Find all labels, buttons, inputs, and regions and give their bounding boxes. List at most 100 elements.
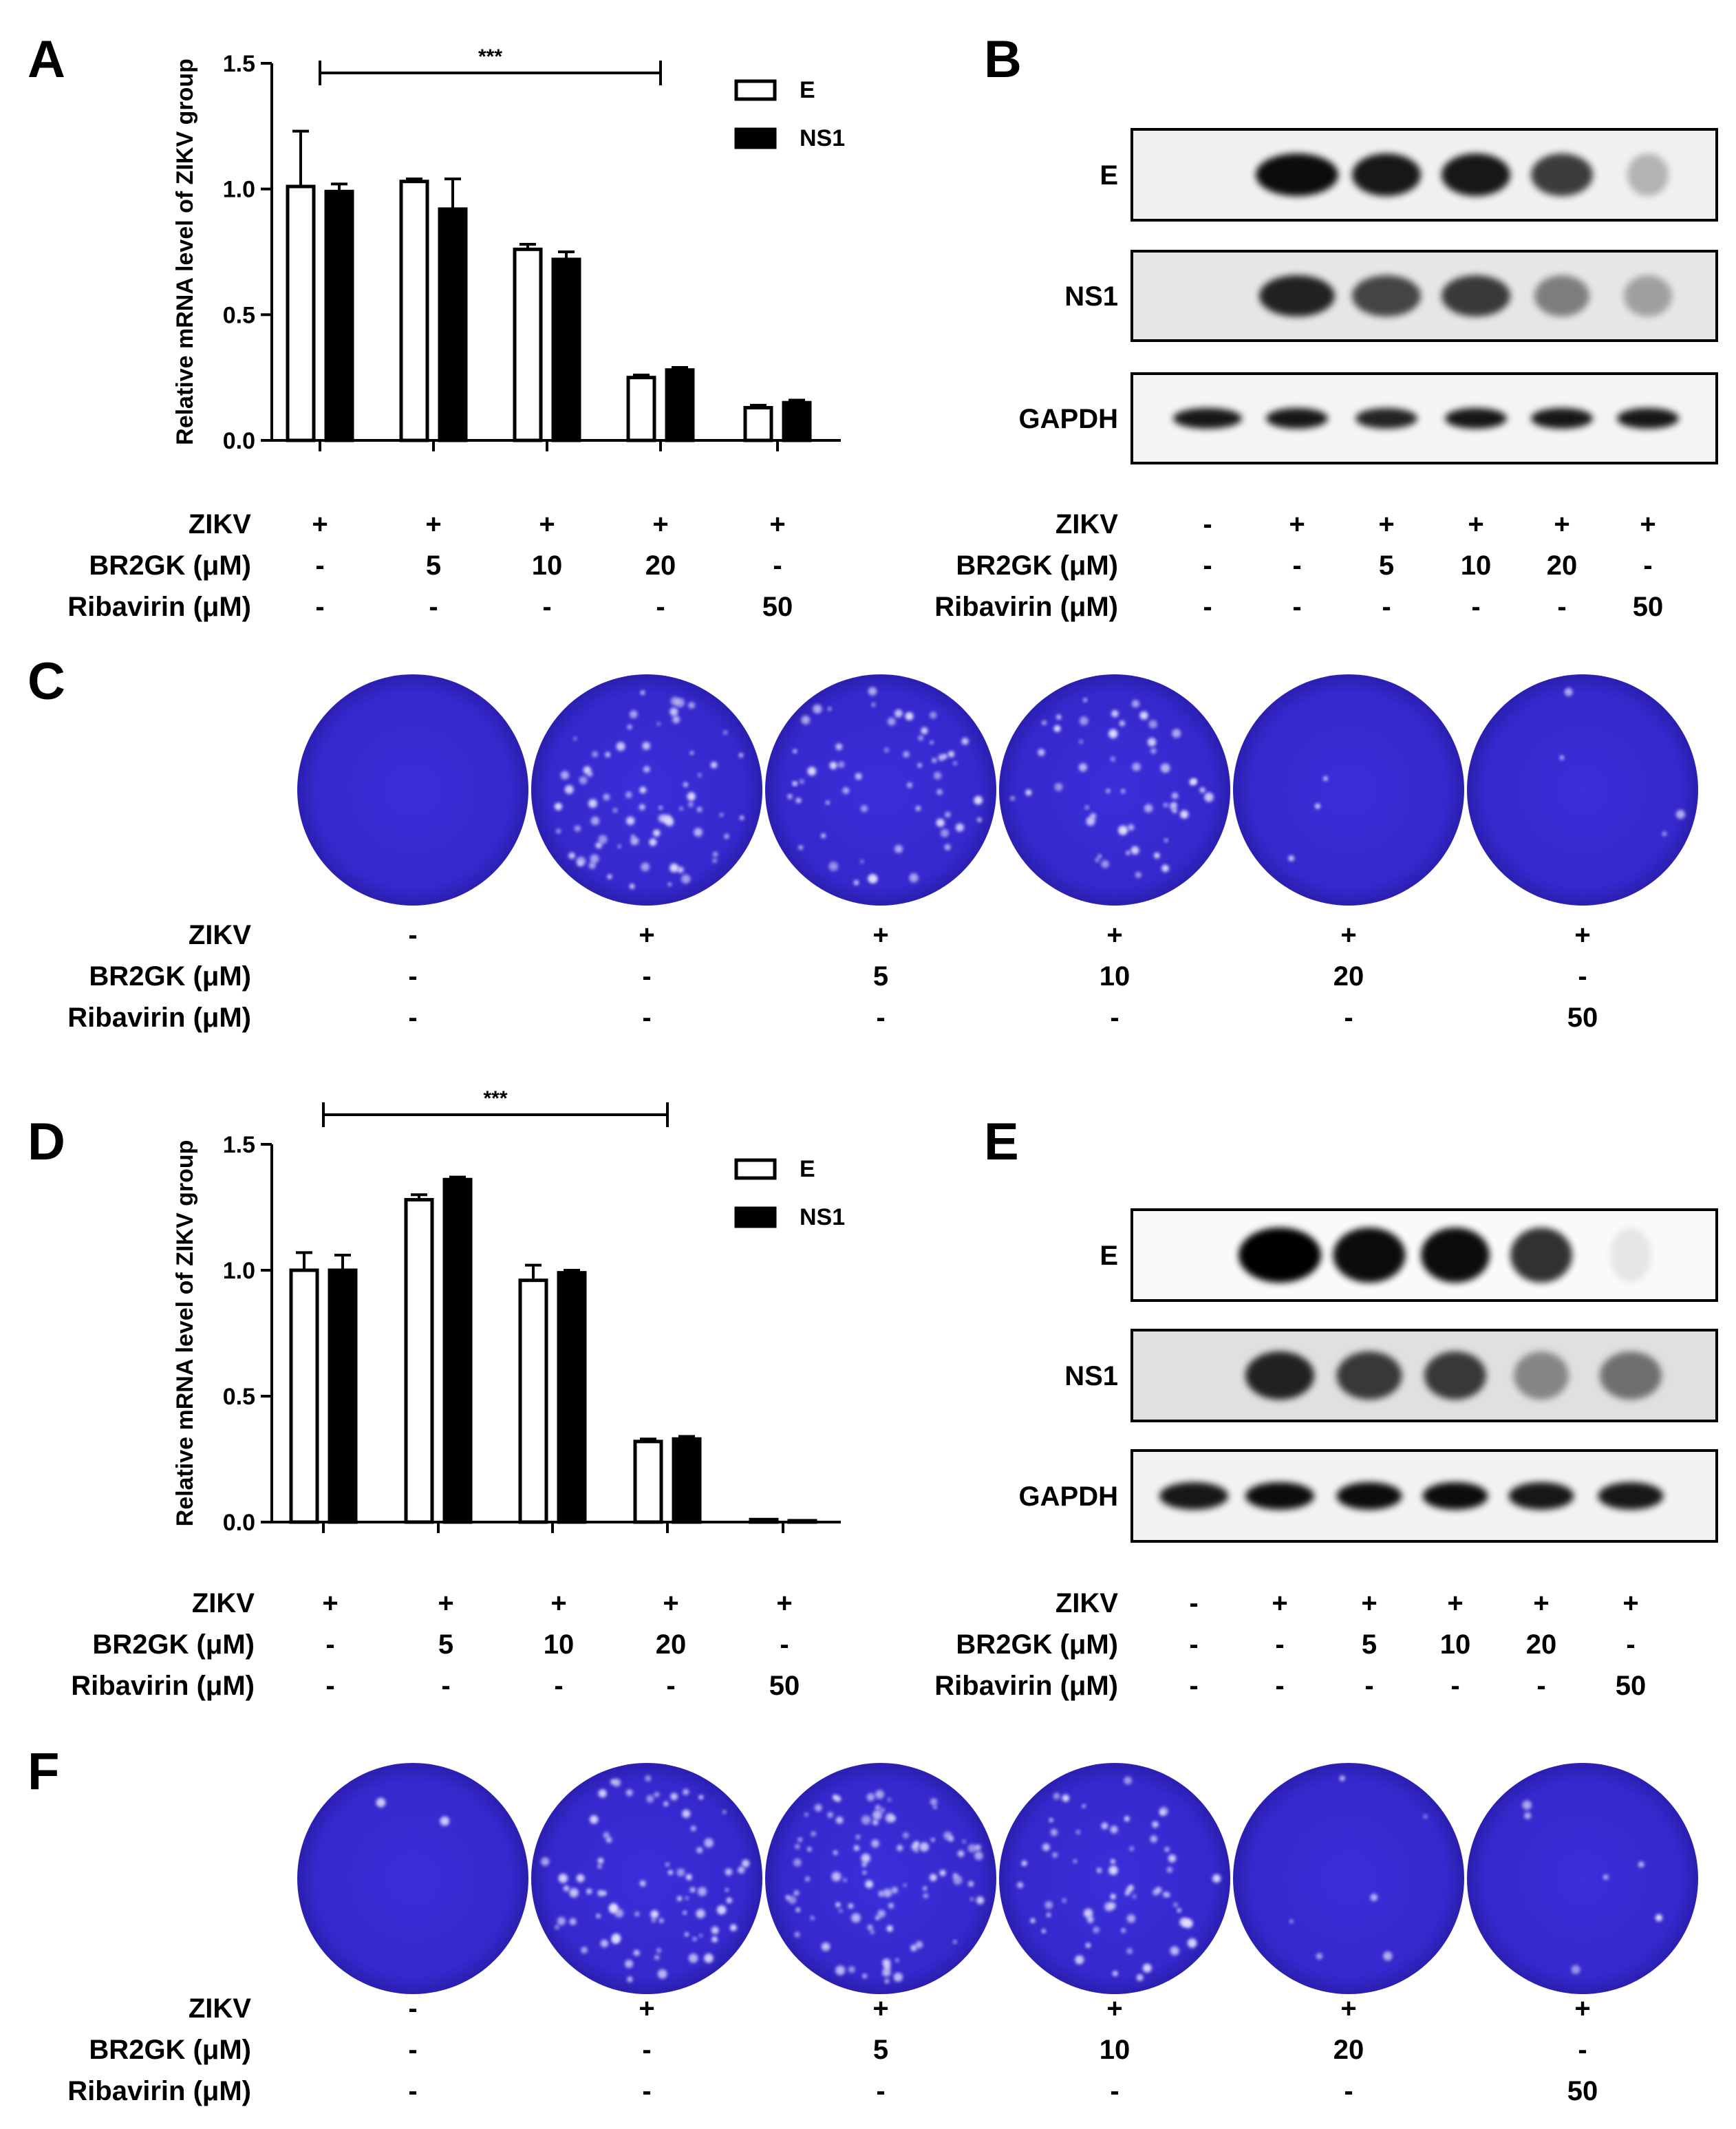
plaque-spot [724, 833, 729, 839]
plaque-spot [651, 1918, 656, 1923]
cell-ribavirin: - [1344, 2076, 1353, 2106]
plaque-spot [588, 862, 596, 869]
plaque-spot [598, 1789, 607, 1798]
plaque-well [531, 674, 762, 906]
cell-ribavirin: - [1536, 1671, 1545, 1701]
cell-ribavirin: - [315, 592, 324, 622]
plaque-spot [936, 818, 945, 827]
plaque-spot [627, 1976, 633, 1982]
plaque-spot [1150, 1835, 1158, 1843]
plaque-spot [667, 882, 672, 886]
plaque-spot [679, 806, 683, 811]
cell-ribavirin: - [408, 2076, 417, 2106]
plaque-spot [683, 1911, 687, 1915]
row-label-br2gk: BR2GK (μM) [89, 2035, 251, 2065]
plaque-spot [1017, 1881, 1024, 1889]
plaque-spot [1075, 1830, 1080, 1834]
plaque-spot [1128, 1885, 1134, 1891]
plaque-spot [697, 1887, 707, 1896]
blot-label-e: E [1100, 1241, 1118, 1271]
bar-ns1 [672, 1437, 702, 1524]
plaque-spot [1139, 711, 1148, 720]
plaque-spot [868, 687, 877, 696]
row-label-zikv: ZIKV [1055, 1588, 1118, 1618]
plaque-spot [1177, 1908, 1181, 1913]
plaque-spot [597, 1857, 604, 1864]
bar-chart-a: 0.0 0.5 1.0 1.5 Relative mRNA level of ZIKV … [172, 45, 845, 454]
panel-letter-f: F [28, 1742, 59, 1801]
plaque-spot [710, 761, 718, 769]
plaque-spot [586, 1888, 592, 1894]
cell-ribavirin: - [542, 592, 551, 622]
cell-ribavirin: 50 [1633, 592, 1664, 622]
cell-br2gk: - [773, 550, 782, 581]
cell-br2gk: 5 [873, 961, 888, 992]
blot-band [1256, 153, 1338, 196]
plaque-spot [590, 1815, 599, 1824]
cell-zikv: + [1554, 509, 1569, 539]
plaque-spot [875, 1916, 880, 1921]
cell-br2gk: 20 [1526, 1629, 1557, 1660]
plaque-spot [1171, 792, 1179, 800]
blot-band [1239, 1228, 1321, 1283]
plaque-spot [860, 805, 868, 813]
legend-label: E [800, 1156, 815, 1182]
plaque-spot [595, 842, 602, 849]
plaque-spot [639, 787, 647, 794]
plaque-spot [1129, 1846, 1135, 1852]
cell-ribavirin: - [1557, 592, 1566, 622]
plaque-spot [944, 844, 951, 850]
plaque-spot [921, 727, 928, 735]
cell-ribavirin: - [666, 1671, 675, 1701]
plaque-spot [642, 742, 651, 750]
plaque-spot [931, 1838, 935, 1842]
cell-ribavirin: - [642, 2076, 651, 2106]
cell-br2gk: 5 [438, 1629, 453, 1660]
plaque-spot [1144, 804, 1153, 813]
plaque-spot [827, 1812, 833, 1818]
plaque-spot [875, 1805, 881, 1810]
plaque-spot [855, 773, 862, 780]
plaque-spot [560, 771, 570, 780]
plaque-spot [795, 1907, 801, 1912]
cell-zikv: - [408, 920, 417, 950]
plaque-spot [1108, 729, 1118, 739]
plaque-spot [1136, 1973, 1144, 1982]
cell-zikv: + [639, 920, 654, 950]
y-tick-label: 0.0 [223, 428, 255, 454]
plaque-spot [625, 1960, 634, 1968]
plaque-spot [1166, 1866, 1173, 1873]
cell-ribavirin: - [1110, 2076, 1119, 2106]
plaque-spot [895, 1958, 899, 1962]
plaque-spot [795, 1843, 800, 1850]
plaque-well [1233, 1763, 1464, 1994]
plaque-spot [797, 1837, 803, 1842]
plaque-spot [641, 862, 650, 872]
plaque-spot [880, 1808, 885, 1813]
plaque-spot [607, 874, 612, 879]
plaque-spot [614, 1909, 624, 1918]
plaque-spot [687, 792, 696, 801]
cell-br2gk: - [642, 2035, 651, 2065]
plaque-spot [738, 1866, 745, 1874]
plaque-spot [1212, 1874, 1221, 1883]
plaque-spot [1148, 720, 1157, 729]
plaque-spot [630, 837, 639, 846]
plaque-spot [894, 844, 903, 853]
plaque-spot [1110, 1894, 1116, 1900]
cell-br2gk: 20 [1333, 2035, 1364, 2065]
plaque-spot [726, 1897, 733, 1903]
plaque-spot [600, 1939, 609, 1948]
cell-zikv: + [1289, 509, 1305, 539]
plaque-spot [639, 804, 645, 811]
plaque-spot [884, 747, 889, 753]
plaque-spot [630, 710, 638, 718]
plaque-spot [877, 1909, 886, 1918]
bar-e [626, 376, 656, 442]
plaque-spot [1042, 720, 1047, 725]
plaque-spot [875, 1790, 884, 1799]
plaque-spot [1053, 725, 1061, 732]
plaque-spot [657, 1969, 667, 1979]
plaque-spot [932, 758, 937, 763]
